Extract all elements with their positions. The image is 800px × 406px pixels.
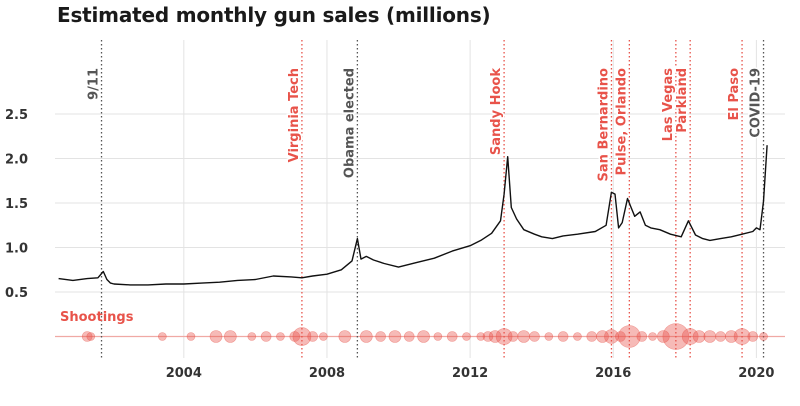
event-label: Sandy Hook [489, 68, 504, 155]
event-label: Parkland [675, 68, 690, 133]
shooting-bubble [292, 327, 312, 346]
shooting-bubble [657, 330, 670, 343]
x-tick-label: 2004 [166, 366, 202, 381]
event-label: Virginia Tech [287, 68, 302, 162]
shooting-bubble [517, 330, 531, 343]
shooting-bubble [433, 332, 443, 341]
shooting-bubble [186, 332, 196, 341]
y-tick-label: 1.5 [5, 197, 28, 212]
y-tick-label: 2.0 [5, 153, 28, 168]
shooting-bubble [557, 331, 569, 342]
shooting-bubble [586, 331, 598, 342]
shooting-bubble [338, 330, 352, 343]
shooting-bubble [733, 328, 751, 345]
shooting-bubble [388, 330, 402, 343]
shooting-bubble [319, 332, 328, 341]
shooting-bubble [648, 332, 657, 341]
shooting-bubble [759, 332, 768, 341]
sales-line [58, 145, 768, 286]
event-label: Pulse, Orlando [614, 68, 629, 176]
shooting-bubble [715, 331, 726, 342]
shooting-bubble [81, 331, 93, 342]
shooting-bubble [662, 323, 690, 350]
event-label: San Bernardino [596, 68, 611, 182]
shooting-bubble [446, 331, 458, 342]
shooting-bubble [507, 331, 519, 342]
x-tick-label: 2016 [595, 366, 631, 381]
chart-title: Estimated monthly gun sales (millions) [57, 3, 491, 27]
y-tick-label: 1.0 [5, 242, 28, 257]
shooting-bubble [482, 331, 494, 342]
y-tick-label: 2.5 [5, 108, 28, 123]
shooting-bubble [544, 332, 554, 341]
event-label: COVID-19 [749, 68, 764, 138]
shooting-bubble [703, 330, 717, 343]
x-tick-label: 2020 [738, 366, 774, 381]
shooting-bubble [529, 331, 540, 342]
shooting-bubble [596, 330, 609, 343]
shooting-bubble [636, 331, 648, 342]
x-tick-label: 2012 [452, 366, 488, 381]
shooting-bubble [573, 332, 582, 341]
shooting-bubble [403, 331, 415, 342]
shooting-bubble [276, 332, 285, 341]
shooting-bubble [375, 331, 386, 342]
event-label: Obama elected [342, 68, 357, 178]
shootings-label: Shootings [60, 310, 134, 325]
shooting-bubble [158, 332, 167, 341]
shooting-bubble [476, 332, 486, 341]
shooting-bubble [692, 330, 706, 343]
shooting-bubble [417, 330, 430, 343]
shooting-bubble [462, 332, 471, 341]
shooting-bubble [681, 328, 699, 345]
shooting-bubble [360, 330, 373, 343]
shooting-bubble [224, 330, 237, 343]
y-tick-label: 0.5 [5, 286, 28, 301]
shooting-bubble [247, 332, 257, 341]
shooting-bubble [615, 331, 626, 342]
shooting-bubble [260, 331, 272, 342]
shooting-bubble [209, 330, 223, 343]
event-label: El Paso [727, 68, 742, 121]
shooting-bubble [618, 325, 641, 348]
x-tick-label: 2008 [309, 366, 345, 381]
shooting-bubble [747, 331, 759, 342]
event-label: 9/11 [87, 68, 102, 100]
shooting-bubble [488, 330, 502, 343]
shooting-bubble [307, 331, 318, 342]
shooting-bubble [86, 332, 96, 341]
shooting-bubble [495, 328, 513, 345]
event-label: Las Vegas [661, 68, 676, 142]
